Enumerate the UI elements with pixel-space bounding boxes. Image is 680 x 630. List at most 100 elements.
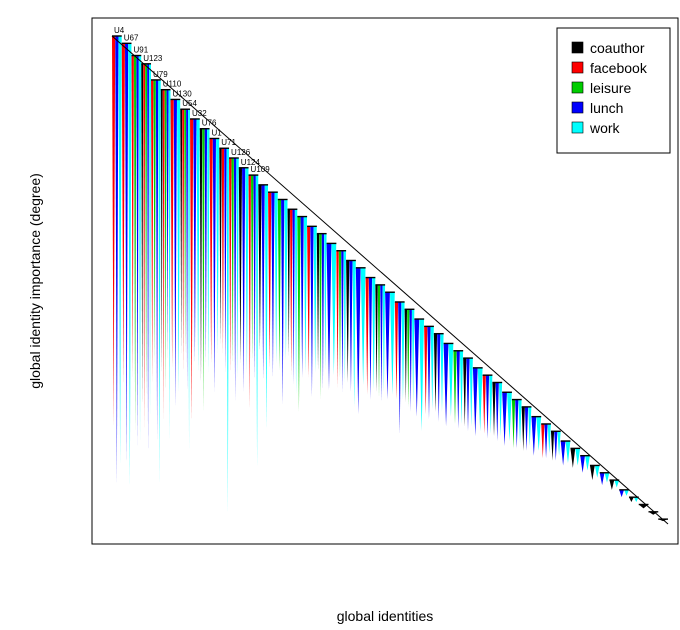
- identity-group: [297, 215, 308, 412]
- layer-bar-facebook: [365, 277, 369, 395]
- layer-bar-work: [565, 441, 571, 463]
- legend-swatch-coauthor: [571, 41, 584, 54]
- layer-bar-lunch: [524, 406, 529, 451]
- identity-group: [531, 415, 542, 456]
- identity-label: U76: [202, 119, 217, 128]
- layer-bar-work: [188, 109, 190, 451]
- layer-bar-coauthor: [258, 184, 262, 351]
- identity-group: [131, 54, 142, 446]
- layer-bar-coauthor: [550, 431, 555, 461]
- layer-bar-work: [382, 284, 386, 393]
- identity-group: [502, 391, 512, 446]
- identity-group: [599, 472, 610, 485]
- layer-bar-work: [245, 167, 249, 373]
- identity-group: [190, 118, 200, 422]
- layer-bar-lunch: [321, 233, 325, 390]
- layer-bar-work: [138, 55, 142, 442]
- layer-bar-leisure: [319, 233, 322, 400]
- layer-bar-lunch: [544, 423, 548, 459]
- layer-bar-coauthor: [287, 209, 290, 356]
- layer-bar-lunch: [233, 158, 237, 402]
- identity-label: U126: [231, 148, 251, 157]
- identity-group: [112, 35, 122, 485]
- layer-bar-facebook: [112, 36, 116, 427]
- layer-bar-lunch: [261, 184, 265, 381]
- layer-bar-facebook: [190, 118, 194, 422]
- layer-bar-work: [324, 233, 327, 371]
- identity-label: U124: [241, 158, 261, 167]
- layer-bar-facebook: [121, 43, 125, 385]
- layer-bar-lunch: [531, 416, 537, 456]
- layer-bar-leisure: [164, 89, 167, 393]
- layer-bar-leisure: [251, 175, 254, 361]
- identity-label: U54: [182, 99, 197, 108]
- layer-bar-lunch: [560, 441, 566, 466]
- layer-bar-work: [226, 148, 229, 515]
- layer-bar-facebook: [170, 99, 174, 368]
- layer-bar-facebook: [131, 55, 134, 378]
- layer-bar-leisure: [407, 309, 410, 407]
- layer-bar-facebook: [290, 209, 293, 376]
- layer-bar-work: [430, 326, 434, 410]
- layer-bar-facebook: [182, 109, 185, 373]
- layer-bar-facebook: [162, 89, 165, 422]
- legend-label-lunch: lunch: [590, 100, 623, 116]
- legend-label-facebook: facebook: [590, 60, 648, 76]
- layer-bar-lunch: [281, 199, 285, 405]
- identity-group: [424, 325, 434, 420]
- layer-bar-leisure: [338, 250, 342, 378]
- layer-bar-facebook: [307, 226, 311, 378]
- layer-bar-lunch: [155, 79, 159, 442]
- identity-label: U130: [173, 89, 193, 98]
- layer-bar-facebook: [221, 148, 225, 354]
- layer-bar-coauthor: [180, 109, 183, 354]
- identity-group: [199, 128, 210, 412]
- bars-layer: [112, 35, 668, 522]
- layer-bar-coauthor: [463, 358, 467, 427]
- identity-group: [229, 157, 239, 402]
- identity-group: [268, 191, 278, 378]
- identity-group: [609, 479, 620, 490]
- layer-bar-lunch: [554, 431, 558, 461]
- legend-items: coauthor facebook leisure lunch work: [571, 40, 648, 136]
- layer-bar-coauthor: [375, 284, 378, 393]
- layer-bar-work: [507, 392, 512, 442]
- layer-bar-work: [614, 480, 620, 488]
- layer-bar-lunch: [349, 260, 353, 393]
- layer-bar-work: [419, 319, 425, 432]
- layer-bar-lunch: [224, 148, 227, 373]
- identity-group: [550, 430, 561, 461]
- layer-bar-lunch: [147, 63, 150, 455]
- identity-group: [463, 357, 473, 432]
- layer-bar-work: [294, 209, 298, 395]
- layer-bar-facebook: [151, 79, 154, 383]
- identity-group: [433, 332, 444, 422]
- layer-bar-lunch: [385, 292, 390, 400]
- layer-bar-work: [575, 448, 581, 466]
- layer-bar-facebook: [336, 250, 339, 388]
- layer-bar-lunch: [580, 455, 585, 473]
- identity-group: [326, 242, 337, 390]
- layer-bar-coauthor: [609, 480, 615, 490]
- layer-bar-work: [313, 226, 317, 373]
- layer-bar-lunch: [253, 175, 256, 381]
- layer-bar-facebook: [143, 63, 146, 430]
- identity-group: [560, 440, 571, 466]
- layer-bar-work: [390, 292, 395, 395]
- identity-group: [219, 147, 230, 515]
- identity-group: [170, 98, 181, 407]
- layer-bar-facebook: [209, 138, 213, 363]
- plot-frame: [91, 17, 679, 545]
- identity-label: U110: [163, 80, 182, 89]
- identity-label: U32: [192, 109, 207, 118]
- layer-bar-leisure: [377, 284, 381, 398]
- layer-bar-work: [168, 89, 171, 442]
- identity-group: [619, 489, 629, 498]
- identity-labels: U4U67U91U123U79U110U130U54U32U76U1U71U12…: [114, 26, 270, 174]
- identity-group: [346, 259, 356, 407]
- layer-bar-leisure: [184, 109, 187, 354]
- identity-group: [287, 208, 298, 395]
- layer-bar-leisure: [202, 128, 205, 412]
- identity-group: [414, 318, 425, 432]
